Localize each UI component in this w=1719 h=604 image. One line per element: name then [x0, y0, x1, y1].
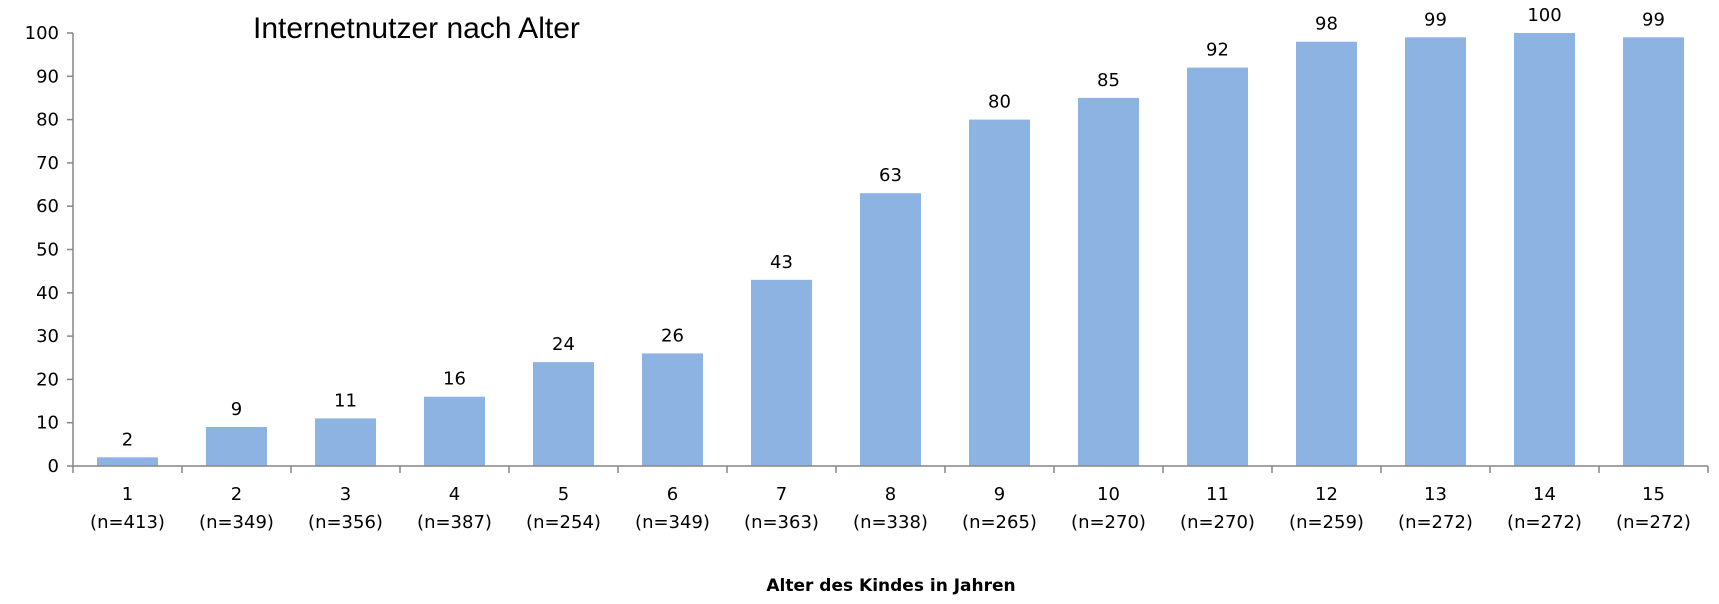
x-category-sublabel-5: (n=254)	[526, 512, 601, 533]
data-label-10: 85	[1097, 70, 1120, 91]
data-label-6: 26	[661, 325, 684, 346]
y-tick-label-0: 0	[48, 456, 59, 477]
y-tick-label-40: 40	[36, 283, 59, 304]
y-tick-label-30: 30	[36, 326, 59, 347]
x-category-label-6: 6	[667, 484, 678, 505]
axes-layer: 0 10 20 30 40 50 60 70 80 90 100 1 (n=413) 2 (n=349) 3 (…	[25, 23, 1709, 533]
bar-8	[860, 193, 921, 466]
bar-11	[1187, 67, 1248, 466]
y-tick-label-100: 100	[25, 23, 59, 44]
x-category-sublabel-9: (n=265)	[962, 512, 1037, 533]
x-category-sublabel-3: (n=356)	[308, 512, 383, 533]
data-label-13: 99	[1424, 9, 1447, 30]
bar-15	[1623, 37, 1684, 467]
x-category-label-11: 11	[1206, 484, 1229, 505]
data-label-15: 99	[1642, 9, 1665, 30]
x-category-sublabel-1: (n=413)	[90, 512, 165, 533]
y-tick-label-90: 90	[36, 66, 59, 87]
bar-7	[751, 279, 812, 466]
x-category-label-15: 15	[1642, 484, 1665, 505]
x-category-label-2: 2	[231, 484, 242, 505]
chart-title: Internetnutzer nach Alter	[253, 12, 580, 45]
data-label-5: 24	[552, 334, 575, 355]
x-category-label-13: 13	[1424, 484, 1447, 505]
data-label-12: 98	[1315, 14, 1338, 35]
bar-14	[1514, 33, 1575, 466]
bar-13	[1405, 37, 1466, 467]
bar-5	[533, 362, 594, 466]
x-category-sublabel-8: (n=338)	[853, 512, 928, 533]
x-category-label-3: 3	[340, 484, 351, 505]
x-category-sublabel-4: (n=387)	[417, 512, 492, 533]
x-category-sublabel-13: (n=272)	[1398, 512, 1473, 533]
bar-1	[97, 457, 158, 466]
bar-3	[315, 418, 376, 466]
data-label-14: 100	[1527, 5, 1561, 26]
x-category-label-8: 8	[885, 484, 896, 505]
x-category-label-14: 14	[1533, 484, 1556, 505]
x-axis-label: Alter des Kindes in Jahren	[766, 576, 1015, 596]
bar-4	[424, 396, 485, 466]
x-category-sublabel-14: (n=272)	[1507, 512, 1582, 533]
bar-9	[969, 119, 1030, 466]
data-label-11: 92	[1206, 40, 1229, 61]
y-tick-label-70: 70	[36, 153, 59, 174]
x-category-label-12: 12	[1315, 484, 1338, 505]
y-tick-label-50: 50	[36, 240, 59, 261]
bar-10	[1078, 97, 1139, 467]
data-label-8: 63	[879, 165, 902, 186]
bar-2	[206, 427, 267, 466]
x-category-label-9: 9	[994, 484, 1005, 505]
x-category-sublabel-10: (n=270)	[1071, 512, 1146, 533]
data-label-7: 43	[770, 252, 793, 273]
x-category-sublabel-12: (n=259)	[1289, 512, 1364, 533]
x-category-label-7: 7	[776, 484, 787, 505]
data-label-1: 2	[122, 429, 133, 450]
data-label-9: 80	[988, 92, 1011, 113]
data-label-4: 16	[443, 369, 466, 390]
bar-6	[642, 353, 703, 466]
y-tick-label-20: 20	[36, 369, 59, 390]
x-category-label-4: 4	[449, 484, 460, 505]
data-label-3: 11	[334, 390, 357, 411]
x-category-label-1: 1	[122, 484, 133, 505]
data-labels-layer: 2 9 11 16 24 26 43 63 80 85 92 98 99 100 99	[122, 5, 1665, 450]
y-tick-label-10: 10	[36, 413, 59, 434]
bars-layer	[97, 33, 1684, 467]
data-label-2: 9	[231, 399, 242, 420]
x-category-label-10: 10	[1097, 484, 1120, 505]
bar-12	[1296, 41, 1357, 466]
y-tick-label-80: 80	[36, 110, 59, 131]
x-category-sublabel-2: (n=349)	[199, 512, 274, 533]
x-category-sublabel-7: (n=363)	[744, 512, 819, 533]
x-category-sublabel-11: (n=270)	[1180, 512, 1255, 533]
x-category-sublabel-15: (n=272)	[1616, 512, 1691, 533]
x-category-label-5: 5	[558, 484, 569, 505]
x-category-sublabel-6: (n=349)	[635, 512, 710, 533]
y-tick-label-60: 60	[36, 196, 59, 217]
